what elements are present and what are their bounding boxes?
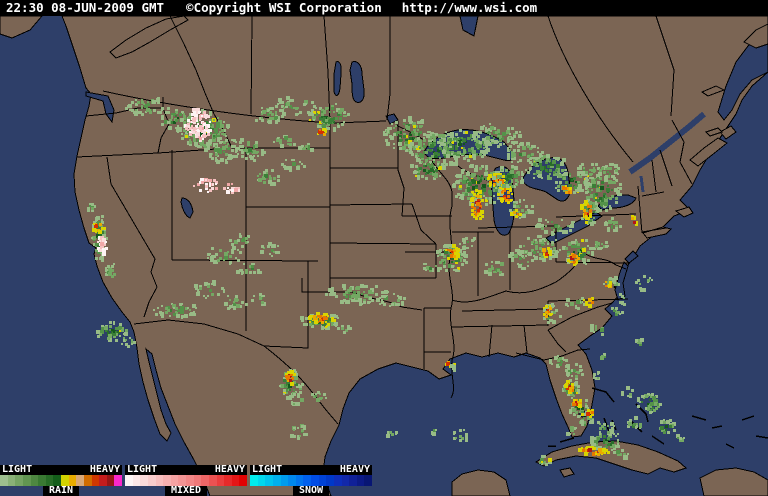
great-salt-lake [180,197,194,219]
us-weather-map [0,16,768,496]
precipitation-legend: LIGHT HEAVY RAIN LIGHT HEAVY MIXED LIGHT… [0,465,372,496]
mixed-light-label: LIGHT [127,464,158,475]
lake-winnipeg [349,61,365,103]
atlantic-islands [642,23,768,239]
long-island [642,226,672,239]
snow-heavy-label: HEAVY [339,464,370,475]
lake-winnipegosis [333,61,342,96]
bays-and-sounds [85,16,768,301]
gulf-of-st-lawrence [717,31,768,121]
copyright-text: ©Copyright WSI Corporation [186,0,382,15]
yucatan [451,469,511,496]
anticosti-island [700,85,726,97]
rain-color-scale [0,475,122,486]
legend-section-snow: LIGHT HEAVY SNOW [250,465,372,496]
snow-color-scale [250,475,372,486]
delaware-bay [624,250,639,264]
haida-island [0,16,43,39]
rain-label: RAIN [42,486,80,496]
isle-of-youth [559,467,575,478]
mixed-label: MIXED [164,486,208,496]
legend-section-mixed: LIGHT HEAVY MIXED [125,465,247,496]
landmass [0,16,768,496]
cape-breton [719,125,737,140]
title-bar: 22:30 08-JUN-2009 GMT ©Copyright WSI Cor… [0,0,768,16]
prince-edward-island [705,127,723,137]
hispaniola [699,467,768,496]
timestamp: 22:30 08-JUN-2009 GMT [6,0,165,15]
newfoundland [743,23,768,49]
nova-scotia [689,137,728,167]
rain-heavy-label: HEAVY [89,464,120,475]
vancouver-island [109,16,189,59]
website-url: http://www.wsi.com [401,0,538,15]
lake-champlain [639,175,645,193]
snow-light-label: LIGHT [252,464,283,475]
st-lawrence-river [628,111,706,175]
legend-section-rain: LIGHT HEAVY RAIN [0,465,122,496]
radar-echo-layer [87,96,685,466]
mixed-color-scale [125,475,247,486]
puget-sound [85,91,115,124]
rain-light-label: LIGHT [2,464,33,475]
mixed-heavy-label: HEAVY [214,464,245,475]
james-bay [459,16,479,37]
cape-cod [674,206,694,218]
snow-label: SNOW [292,486,330,496]
